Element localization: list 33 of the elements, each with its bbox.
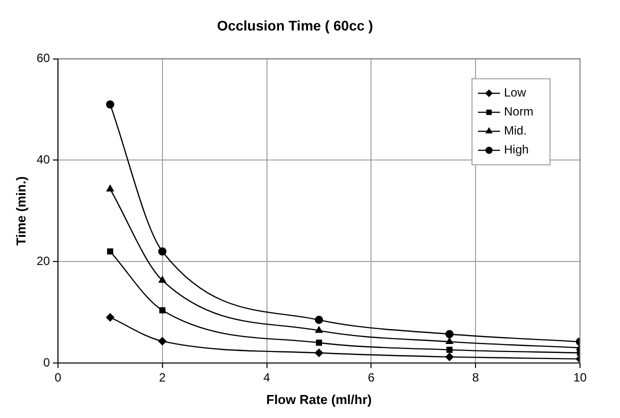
- point: [158, 276, 166, 283]
- x-axis-title: Flow Rate (ml/hr): [266, 392, 372, 407]
- legend-label: Norm: [504, 104, 534, 119]
- legend-label: Low: [504, 86, 526, 100]
- point: [314, 348, 324, 357]
- point: [106, 185, 114, 192]
- point: [106, 313, 114, 322]
- x-tick-label: 8: [472, 370, 480, 385]
- x-tick-label: 2: [159, 370, 166, 385]
- point: [446, 346, 453, 353]
- point: [446, 338, 454, 344]
- point: [445, 352, 454, 362]
- point: [158, 337, 166, 346]
- legend-label: High: [504, 142, 529, 157]
- point: [158, 247, 166, 256]
- y-tick-label: 60: [36, 51, 50, 66]
- point: [445, 330, 454, 338]
- point: [316, 340, 322, 346]
- y-tick-label: 20: [36, 254, 50, 268]
- chart-title: Occlusion Time ( 60cc ): [216, 17, 374, 34]
- legend-label: Mid.: [504, 124, 527, 138]
- x-tick-label: 4: [263, 370, 270, 385]
- point: [315, 326, 323, 333]
- y-tick-label: 40: [36, 152, 50, 167]
- y-tick-label: 0: [43, 355, 50, 370]
- point: [314, 316, 324, 324]
- y-axis-title: Time (min.): [13, 176, 28, 246]
- point: [107, 248, 114, 255]
- x-tick-label: 0: [54, 370, 62, 385]
- point: [106, 100, 114, 109]
- point: [159, 307, 166, 314]
- x-tick-label: 10: [573, 370, 587, 385]
- x-tick-label: 6: [368, 370, 375, 385]
